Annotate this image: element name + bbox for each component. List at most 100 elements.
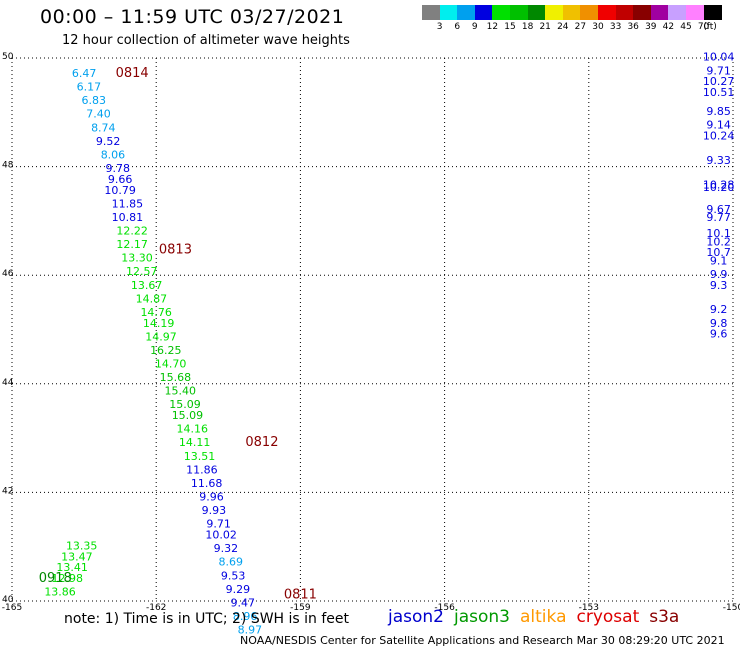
legend-swatch (439, 5, 458, 20)
wave-height-point: 13.86 (44, 586, 76, 599)
y-tick-label: 40 (2, 595, 14, 605)
legend-swatch (650, 5, 669, 20)
legend-swatch (545, 5, 564, 20)
legend-swatch (474, 5, 493, 20)
wave-height-point: 10.20 (703, 181, 735, 194)
wave-height-point: 10.2 (706, 235, 731, 248)
wave-height-point: 10.27 (703, 75, 735, 88)
legend-label: 27 (574, 22, 587, 32)
legend-swatch (686, 5, 705, 20)
legend-swatch (492, 5, 511, 20)
wave-height-point: 12.98 (52, 572, 84, 585)
wave-height-point: 8.74 (91, 121, 116, 134)
wave-height-point: 9.9 (710, 268, 728, 281)
wave-height-point: 10.7 (706, 246, 731, 259)
wave-height-point: 8.97 (238, 624, 263, 637)
legend-label: 42 (662, 22, 675, 32)
wave-height-point: 6.17 (77, 81, 102, 94)
wave-height-point: 14.16 (177, 423, 209, 436)
satellite-legend: jason2 jason3 altika cryosat s3a (388, 607, 689, 627)
wave-height-point: 14.11 (179, 436, 211, 449)
legend-label: 6 (454, 22, 461, 32)
chart-title: 00:00 – 11:59 UTC 03/27/2021 (40, 6, 345, 28)
wave-height-point: 9.67 (706, 203, 731, 216)
legend-swatch (633, 5, 652, 20)
legend-label: 12 (486, 22, 499, 32)
wave-height-point: 12.22 (116, 224, 148, 237)
satellite-label: cryosat (576, 607, 640, 627)
wave-height-point: 12.17 (116, 238, 148, 251)
x-tick-label: -162 (146, 603, 166, 613)
wave-height-point: 10.79 (104, 184, 136, 197)
footer-credit: NOAA/NESDIS Center for Satellite Applica… (240, 634, 725, 647)
legend-label: 33 (609, 22, 622, 32)
y-tick-label: 44 (2, 378, 14, 388)
satellite-label: s3a (649, 607, 680, 627)
legend-swatch (668, 5, 687, 20)
wave-height-point: 9.77 (706, 211, 731, 224)
wave-height-point: 15.40 (164, 385, 196, 398)
pass-time-label: 0813 (159, 242, 192, 257)
x-tick-label: -153 (579, 603, 599, 613)
y-tick-label: 46 (2, 269, 14, 279)
pass-time-label: 0814 (116, 66, 149, 81)
wave-height-point: 6.47 (72, 67, 97, 80)
wave-height-point: 10.81 (112, 211, 144, 224)
x-tick-label: -150 (723, 603, 740, 613)
wave-height-point: 16.25 (150, 344, 182, 357)
pass-time-label: 0811 (284, 587, 317, 602)
legend-label: 45 (680, 22, 692, 32)
legend-label: 70 (697, 22, 710, 32)
wave-height-point: 9.2 (710, 303, 728, 316)
wave-height-point: 15.09 (169, 398, 201, 411)
wave-height-point: 14.70 (155, 358, 187, 371)
pass-time-label: 0812 (245, 435, 278, 450)
wave-height-point: 13.35 (66, 539, 98, 552)
wave-height-point: 9.78 (105, 162, 130, 175)
wave-height-point: 9.96 (199, 491, 224, 504)
wave-height-point: 9.14 (706, 119, 731, 132)
wave-height-point: 9.85 (706, 105, 731, 118)
satellite-label: jason2 (388, 607, 444, 627)
wave-height-point: 9.6 (710, 328, 728, 341)
x-tick-label: -159 (290, 603, 311, 613)
wave-height-point: 11.85 (112, 197, 144, 210)
x-tick-label: -156 (434, 603, 455, 613)
legend-label: 36 (627, 22, 639, 32)
wave-height-point: 14.87 (136, 292, 168, 305)
legend-label: 39 (645, 22, 657, 32)
wave-height-point: 9.29 (226, 583, 251, 596)
footer-note: note: 1) Time is in UTC; 2) SWH is in fe… (64, 611, 350, 627)
wave-height-point: 14.97 (145, 330, 177, 343)
wave-height-point: 9.3 (710, 279, 728, 292)
wave-height-point: 10.24 (703, 129, 735, 142)
wave-height-point: 10.04 (703, 51, 735, 64)
wave-height-point: 13.41 (56, 561, 88, 574)
legend-label: 24 (557, 22, 569, 32)
wave-height-point: 9.71 (706, 64, 731, 77)
y-tick-label: 50 (2, 52, 14, 62)
y-tick-label: 42 (2, 486, 13, 496)
legend-swatch (580, 5, 599, 20)
legend-swatch (703, 5, 722, 20)
wave-height-point: 9.66 (108, 173, 133, 186)
legend-swatch (457, 5, 476, 20)
wave-height-point: 6.83 (81, 94, 106, 107)
wave-height-point: 9.32 (214, 542, 239, 555)
legend-label: 18 (521, 22, 534, 32)
wave-height-point: 13.51 (184, 450, 216, 463)
satellite-label: jason3 (454, 607, 510, 627)
wave-height-point: 15.68 (160, 371, 192, 384)
wave-height-point: 7.40 (86, 108, 111, 121)
wave-height-point: 11.86 (186, 463, 218, 476)
wave-height-point: 9.52 (96, 135, 121, 148)
legend-swatch (562, 5, 581, 20)
legend-label: 21 (539, 22, 551, 32)
wave-height-point: 13.47 (61, 550, 93, 563)
legend-label: 15 (504, 22, 516, 32)
chart-subtitle: 12 hour collection of altimeter wave hei… (62, 33, 350, 48)
wave-height-point: 15.09 (172, 409, 204, 422)
wave-height-point: 11.68 (191, 477, 223, 490)
legend-swatch (527, 5, 546, 20)
legend-label: 3 (436, 22, 443, 32)
